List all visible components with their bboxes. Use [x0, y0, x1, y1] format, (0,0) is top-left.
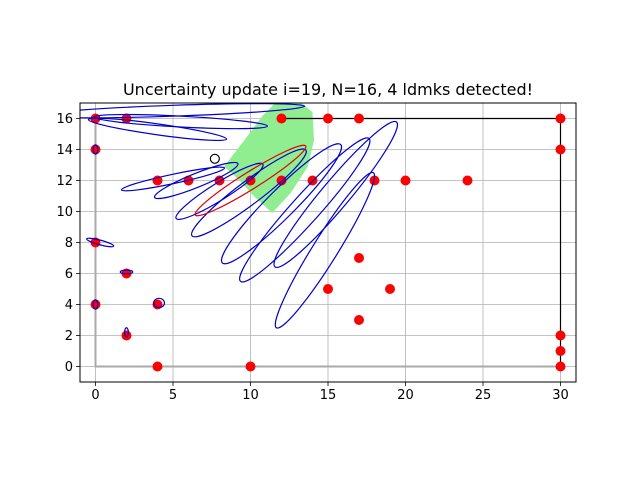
y-axis: 0 2 4 6 8 10 12 14 16 [56, 112, 80, 375]
y-tick-label: 12 [56, 174, 73, 189]
x-tick-label: 15 [320, 388, 337, 403]
landmark-point [369, 175, 380, 186]
landmark-uncertainty-ellipse [274, 171, 376, 329]
robot-estimate [194, 144, 307, 217]
landmark-point [90, 144, 101, 155]
y-tick-label: 4 [65, 298, 73, 313]
robot-uncertainty-ellipse [194, 144, 307, 217]
landmark-point [276, 113, 287, 124]
landmark-uncertainty-ellipse [273, 120, 399, 269]
robot-position-marker [209, 153, 220, 164]
y-tick-label: 10 [56, 205, 73, 220]
landmark-point [385, 284, 395, 294]
landmark-point [555, 346, 566, 356]
landmark-point [555, 113, 566, 124]
x-tick-label: 20 [397, 388, 414, 403]
landmark-point [152, 361, 163, 372]
landmark-uncertainty-ellipse [124, 327, 129, 338]
landmark-point [121, 330, 132, 341]
y-tick-label: 0 [65, 360, 73, 375]
landmark-point [323, 113, 333, 124]
y-tick-label: 8 [65, 236, 73, 251]
landmark-uncertainty-ellipse [92, 144, 99, 155]
y-tick-label: 2 [65, 329, 73, 344]
estimate-ellipses [80, 103, 399, 338]
landmark-uncertainty-ellipse [153, 161, 239, 200]
x-axis: 0 5 10 15 20 25 30 [91, 382, 569, 403]
landmark-point [555, 330, 566, 341]
landmark-point [354, 113, 364, 124]
landmark-point [354, 253, 364, 263]
landmark-point [400, 175, 411, 186]
chart-title: Uncertainty update i=19, N=16, 4 ldmks d… [123, 80, 533, 99]
landmark-uncertainty-ellipse [119, 269, 134, 275]
landmark-uncertainty-ellipse [92, 299, 99, 310]
landmark-point [323, 284, 333, 294]
landmark-uncertainty-ellipse [190, 148, 307, 238]
field-of-view [224, 103, 315, 214]
y-tick-label: 6 [65, 267, 73, 282]
landmark-point [555, 144, 566, 155]
x-tick-label: 10 [242, 388, 259, 403]
landmark-uncertainty-ellipse [153, 297, 166, 309]
landmark-uncertainty-ellipse [87, 117, 228, 142]
x-tick-label: 30 [552, 388, 569, 403]
landmark-uncertainty-ellipse [220, 143, 343, 265]
boundary-gray-path [94, 118, 561, 368]
landmark-uncertainty-ellipse [86, 237, 115, 248]
x-tick-label: 0 [91, 388, 99, 403]
landmark-point [121, 113, 132, 124]
landmark-point [245, 361, 256, 372]
x-tick-label: 5 [169, 388, 177, 403]
landmark-point [90, 299, 101, 310]
x-tick-label: 25 [475, 388, 492, 403]
landmark-point [462, 175, 473, 186]
landmark-point [555, 361, 566, 372]
y-tick-label: 16 [56, 112, 73, 127]
landmark-point [354, 315, 364, 325]
fov-polygon [224, 103, 315, 214]
y-tick-label: 14 [56, 143, 73, 158]
